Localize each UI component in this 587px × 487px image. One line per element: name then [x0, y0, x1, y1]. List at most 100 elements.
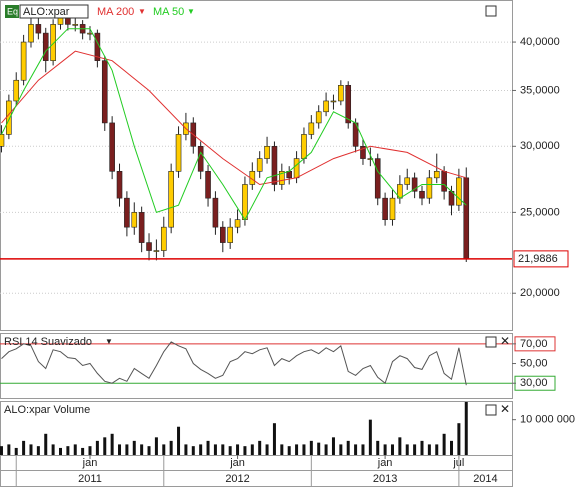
rsi-title: RSI 14 Suavizado: [4, 336, 92, 348]
dropdown-arrow[interactable]: ▼: [105, 337, 113, 346]
symbol-icon-text: Eq: [7, 6, 18, 16]
candle-body: [146, 242, 152, 251]
candle-body: [101, 60, 108, 124]
candle-body: [212, 197, 219, 228]
volume-bar: [317, 442, 321, 455]
candle-body: [293, 158, 300, 179]
candle-body: [227, 226, 233, 243]
y-tick-label: 30,00: [520, 377, 548, 389]
volume-bar: [413, 444, 417, 455]
volume-bar: [280, 444, 284, 455]
y-tick-label: 25,0000: [520, 206, 560, 218]
maximize-button[interactable]: [485, 336, 497, 348]
volume-bar: [162, 444, 166, 455]
dropdown-arrow[interactable]: ▼: [138, 7, 146, 16]
volume-bar: [132, 440, 136, 455]
candle-body: [301, 134, 307, 159]
symbol-name: ALO:xpar: [23, 6, 70, 18]
legend-ma50[interactable]: MA 50: [153, 6, 184, 18]
volume-bar: [258, 440, 262, 455]
candle-body: [6, 100, 12, 135]
candle-body: [264, 146, 270, 159]
candle-body: [138, 212, 145, 243]
volume-bar: [58, 447, 62, 455]
volume-bar: [346, 440, 350, 455]
volume-bar: [376, 440, 380, 455]
maximize-button[interactable]: [485, 5, 497, 17]
volume-bar: [66, 446, 70, 455]
volume-bar: [309, 440, 313, 455]
candle-body: [50, 24, 56, 61]
volume-bar: [44, 433, 48, 455]
volume-bar: [398, 437, 402, 455]
year-label: 2013: [373, 473, 397, 485]
volume-bar: [22, 440, 26, 455]
legend-ma200[interactable]: MA 200: [97, 6, 134, 18]
volume-bar: [442, 433, 446, 455]
volume-bar: [199, 444, 203, 455]
symbol-icon[interactable]: [5, 5, 19, 18]
volume-bar: [221, 444, 225, 455]
y-tick-label: 70,00: [520, 338, 548, 350]
volume-bar: [331, 437, 335, 455]
maximize-button[interactable]: [485, 404, 497, 416]
volume-bar: [7, 444, 11, 455]
candle-body: [323, 100, 329, 113]
volume-bar: [243, 446, 247, 455]
candle-body: [35, 24, 42, 34]
volume-bar: [81, 447, 85, 455]
candle-body: [109, 122, 115, 172]
volume-bar: [435, 444, 439, 455]
volume-bar: [184, 444, 188, 455]
candle-body: [330, 100, 337, 103]
candle-body: [345, 85, 352, 124]
candle-body: [153, 250, 160, 252]
volume-bar: [250, 444, 254, 455]
candle-body: [256, 158, 263, 172]
volume-bar: [125, 444, 129, 455]
volume-bar: [339, 444, 343, 455]
candle-body: [168, 171, 174, 228]
volume-bar: [191, 446, 195, 455]
y-tick-label: 50,00: [520, 357, 548, 369]
candle-body: [433, 171, 440, 179]
candle-body: [13, 79, 20, 102]
candle-body: [271, 146, 278, 185]
volume-bar: [73, 444, 77, 455]
volume-bar: [361, 444, 365, 455]
dropdown-arrow[interactable]: ▼: [187, 7, 195, 16]
candle-body: [175, 134, 182, 172]
volume-bar: [95, 440, 99, 455]
volume-bar: [390, 444, 394, 455]
volume-bar: [265, 444, 269, 455]
volume-bar: [228, 446, 232, 455]
volume-bar: [213, 444, 217, 455]
price-panel: [0, 0, 513, 331]
candle-body: [419, 190, 425, 199]
candle-body: [72, 24, 79, 26]
volume-bar: [324, 444, 328, 455]
moving-average: [1, 50, 467, 186]
candle-body: [87, 32, 93, 35]
volume-bar: [147, 446, 151, 455]
y-tick-label: 30,0000: [520, 140, 560, 152]
volume-bar: [0, 446, 3, 455]
candle-body: [463, 177, 470, 260]
close-button[interactable]: ✕: [500, 402, 510, 416]
volume-bar: [427, 444, 431, 455]
symbol-box[interactable]: [19, 4, 89, 19]
volume-bar: [140, 444, 144, 455]
candle-body: [124, 197, 130, 228]
candle-body: [308, 122, 315, 135]
volume-bar: [14, 447, 18, 455]
volume-bar: [177, 426, 181, 455]
volume-bar: [464, 402, 468, 455]
y-tick-label: 40,0000: [520, 36, 560, 48]
candle-body: [367, 158, 374, 160]
x-tick-label: jan: [377, 457, 393, 469]
close-button[interactable]: ✕: [500, 334, 510, 348]
volume-bar: [88, 446, 92, 455]
y-tick-label: 35,0000: [520, 84, 560, 96]
